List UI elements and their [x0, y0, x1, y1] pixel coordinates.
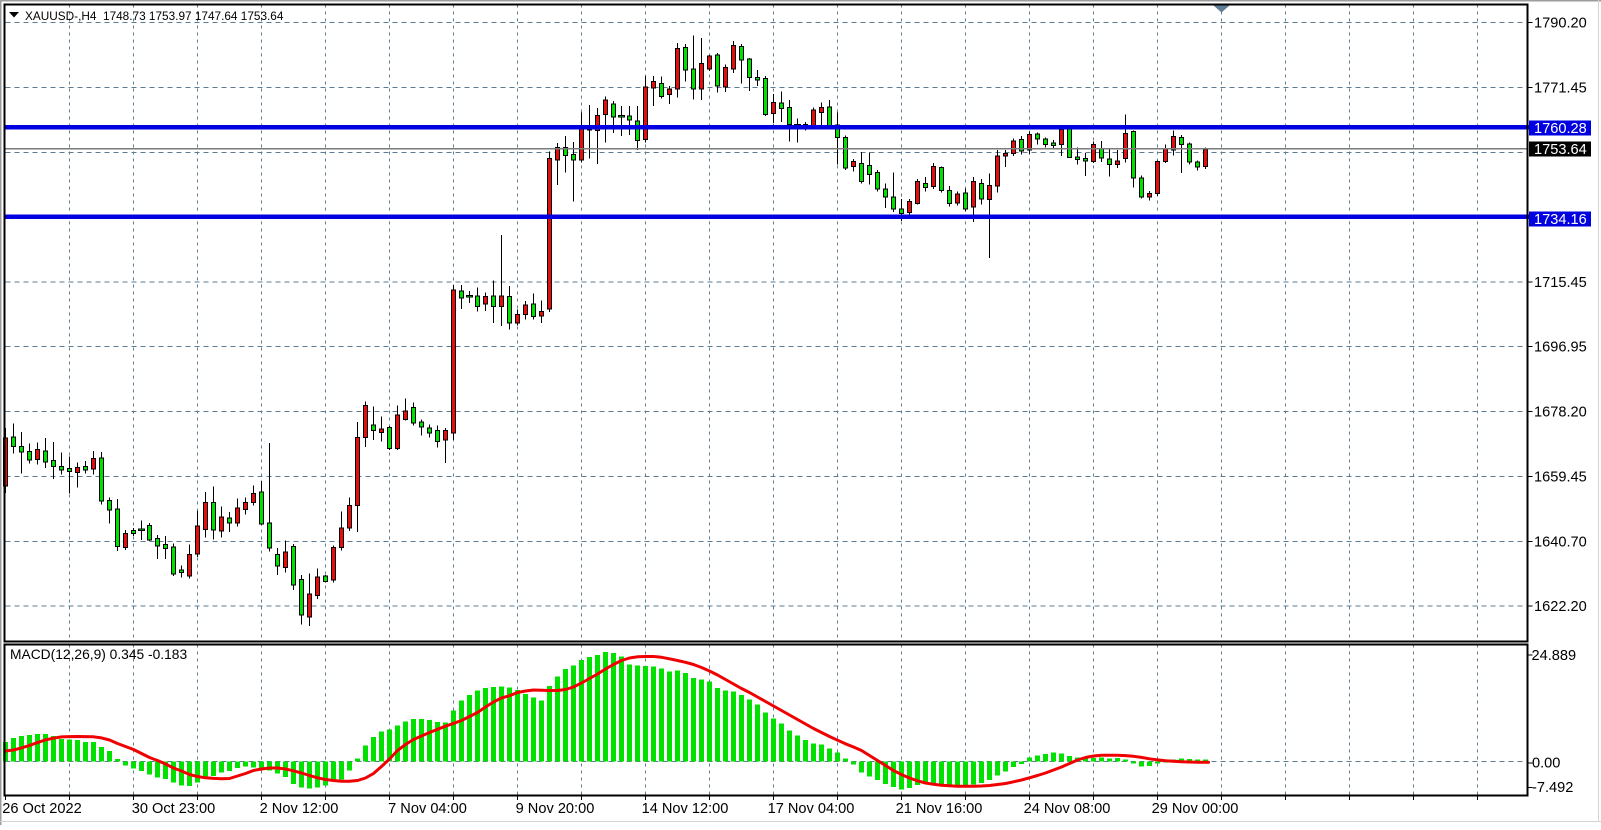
svg-text:1790.20: 1790.20: [1534, 16, 1587, 32]
svg-text:1640.70: 1640.70: [1534, 535, 1587, 551]
svg-text:1715.45: 1715.45: [1534, 275, 1587, 291]
svg-text:-7.492: -7.492: [1532, 780, 1573, 796]
svg-text:30 Oct 23:00: 30 Oct 23:00: [132, 801, 216, 817]
svg-text:MACD(12,26,9) 0.345 -0.183: MACD(12,26,9) 0.345 -0.183: [10, 647, 187, 662]
svg-text:XAUUSD-,H4 1748.73 1753.97 17: XAUUSD-,H4 1748.73 1753.97 1747.64 1753.…: [25, 9, 284, 23]
svg-text:1622.20: 1622.20: [1534, 599, 1587, 615]
svg-text:1760.28: 1760.28: [1534, 121, 1587, 137]
svg-text:17 Nov 04:00: 17 Nov 04:00: [768, 801, 855, 817]
svg-text:29 Nov 00:00: 29 Nov 00:00: [1152, 801, 1239, 817]
svg-text:26 Oct 2022: 26 Oct 2022: [2, 801, 82, 817]
svg-text:21 Nov 16:00: 21 Nov 16:00: [896, 801, 983, 817]
svg-text:1696.95: 1696.95: [1534, 340, 1587, 356]
svg-text:0.00: 0.00: [1532, 756, 1560, 772]
svg-text:14 Nov 12:00: 14 Nov 12:00: [642, 801, 729, 817]
svg-text:1771.45: 1771.45: [1534, 81, 1587, 97]
svg-text:1678.20: 1678.20: [1534, 405, 1587, 421]
svg-text:24 Nov 08:00: 24 Nov 08:00: [1024, 801, 1111, 817]
svg-text:24.889: 24.889: [1532, 648, 1577, 664]
svg-text:1734.16: 1734.16: [1534, 212, 1587, 228]
svg-text:7 Nov 04:00: 7 Nov 04:00: [388, 801, 467, 817]
svg-text:2 Nov 12:00: 2 Nov 12:00: [260, 801, 339, 817]
svg-text:1659.45: 1659.45: [1534, 470, 1587, 486]
svg-text:1753.64: 1753.64: [1534, 142, 1587, 158]
svg-text:9 Nov 20:00: 9 Nov 20:00: [516, 801, 595, 817]
